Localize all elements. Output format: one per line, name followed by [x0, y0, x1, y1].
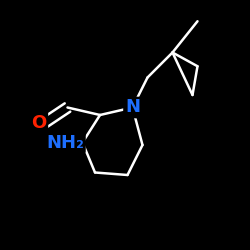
- Text: O: O: [31, 114, 46, 132]
- Text: N: N: [125, 98, 140, 116]
- Text: NH₂: NH₂: [46, 134, 84, 152]
